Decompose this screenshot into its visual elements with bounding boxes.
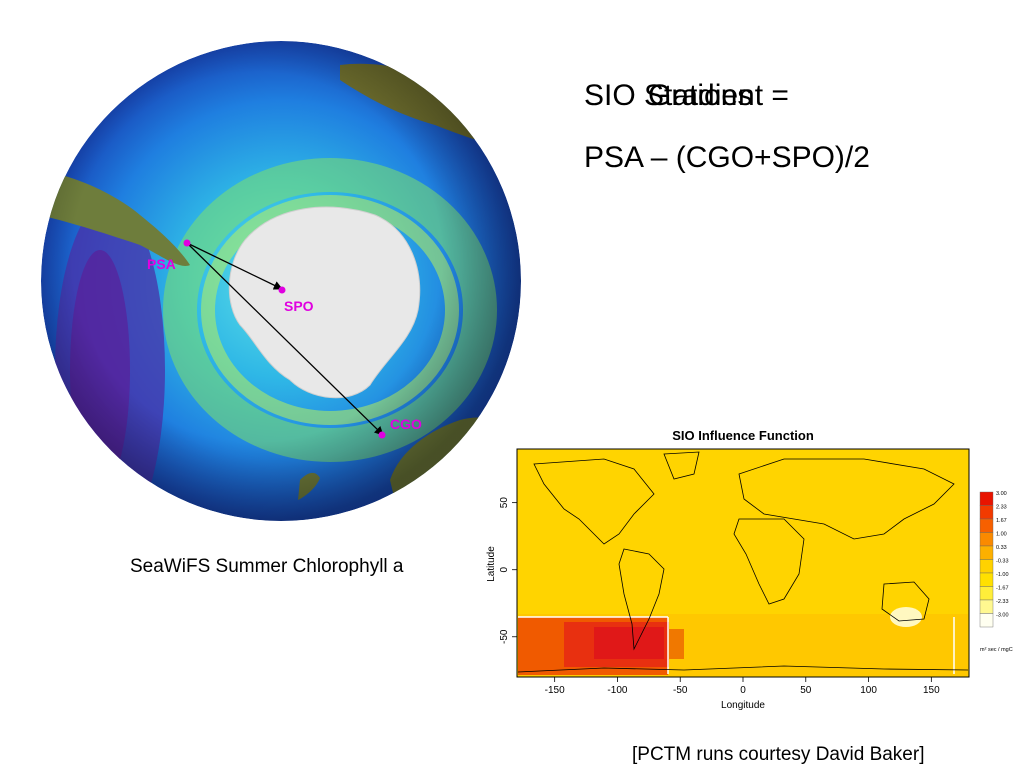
- title-stations: SIO Stations: [584, 79, 753, 112]
- seawifs-chlorophyll-globe: PSA SPO CGO: [41, 41, 521, 521]
- psa-marker: [183, 239, 191, 247]
- outline-south-america: [618, 548, 665, 651]
- arrow-psa-spo: [186, 242, 283, 290]
- x-tick-label-1: -100: [607, 685, 627, 696]
- map-title: SIO Influence Function: [672, 428, 814, 443]
- title-gradient: Gradient =: [648, 79, 789, 112]
- legend-swatch-6: [979, 572, 994, 587]
- credit-caption: [PCTM runs courtesy David Baker]: [632, 744, 925, 765]
- outline-antarctica: [517, 665, 969, 673]
- legend-swatch-3: [979, 532, 994, 547]
- x-tick-label-6: 150: [923, 685, 940, 696]
- x-tick-label-5: 100: [860, 685, 877, 696]
- legend-swatch-0: [979, 491, 994, 506]
- outline-australia: [881, 581, 930, 622]
- psa-label: PSA: [147, 256, 176, 272]
- legend-label-5: -0.33: [996, 559, 1009, 565]
- legend-label-7: -1.67: [996, 586, 1009, 592]
- legend-swatch-4: [979, 545, 994, 560]
- spo-label: SPO: [284, 298, 314, 314]
- legend-swatch-8: [979, 599, 994, 614]
- legend-swatch-7: [979, 586, 994, 601]
- legend-swatch-1: [979, 505, 994, 520]
- legend-label-4: 0.33: [996, 545, 1007, 551]
- x-axis-label: Longitude: [721, 700, 765, 711]
- legend-swatch-9: [979, 613, 994, 628]
- legend-label-9: -3.00: [996, 613, 1009, 619]
- legend-units: m² sec / mgC: [980, 647, 1013, 653]
- y-tick-label-2: -50: [499, 629, 510, 644]
- x-tick-label-4: 50: [800, 685, 812, 696]
- legend-label-2: 1.67: [996, 518, 1007, 524]
- y-axis-label: Latitude: [486, 546, 497, 582]
- x-tick-label-2: -50: [673, 685, 688, 696]
- sio-influence-map: SIO Influence Function -150 -100 -50 0 50 100…: [486, 428, 1013, 711]
- globe-caption: SeaWiFS Summer Chlorophyll a: [130, 556, 404, 577]
- cgo-marker: [378, 431, 386, 439]
- x-axis-ticks: -150 -100 -50 0 50 100 150: [545, 677, 940, 696]
- spo-marker: [278, 286, 286, 294]
- outline-north-america: [533, 458, 655, 545]
- outline-europe-asia: [738, 458, 955, 540]
- legend-label-0: 3.00: [996, 491, 1007, 497]
- legend-label-1: 2.33: [996, 505, 1007, 511]
- y-axis-ticks: 50 0 -50: [499, 497, 517, 644]
- cgo-label: CGO: [390, 416, 422, 432]
- legend-label-8: -2.33: [996, 599, 1009, 605]
- legend-swatch-5: [979, 559, 994, 574]
- y-tick-label-1: 0: [499, 566, 510, 572]
- gradient-formula: PSA – (CGO+SPO)/2: [584, 141, 870, 174]
- y-tick-label-0: 50: [499, 497, 510, 509]
- arrow-psa-cgo: [186, 242, 384, 436]
- legend-swatch-2: [979, 518, 994, 533]
- color-legend: 3.00 2.33 1.67 1.00 0.33 -0.33 -1.00 -1.67 -2.33…: [979, 491, 1009, 628]
- legend-label-3: 1.00: [996, 532, 1007, 538]
- legend-label-6: -1.00: [996, 572, 1009, 578]
- outline-africa: [733, 518, 805, 605]
- outline-greenland: [663, 451, 700, 480]
- x-tick-label-0: -150: [545, 685, 565, 696]
- x-tick-label-3: 0: [740, 685, 746, 696]
